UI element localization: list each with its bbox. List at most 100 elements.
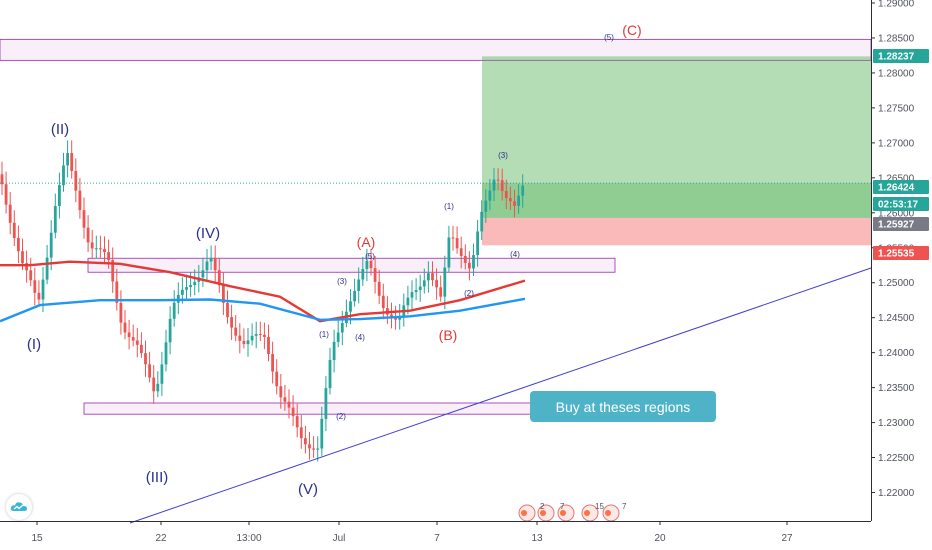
wave-label: (1): [444, 202, 454, 211]
event-count-label: 7: [560, 502, 565, 511]
wave-label: (3): [337, 277, 347, 286]
candle-body: [205, 261, 209, 271]
time-tick-label: Jul: [333, 533, 346, 544]
candle-body: [406, 297, 410, 306]
time-tick-label: 13:00: [236, 533, 261, 544]
ma-slow-line: [0, 297, 526, 323]
candle-body: [99, 248, 102, 250]
wave-label: (II): [51, 121, 69, 138]
wave-label: (III): [146, 469, 169, 486]
price-tick-label: 1.24500: [878, 313, 915, 324]
candle-body: [422, 280, 426, 287]
candle-body: [361, 269, 365, 280]
candle-body: [25, 263, 28, 271]
candle-body: [127, 332, 131, 338]
time-tick-label: 27: [781, 533, 793, 544]
candle-body: [193, 281, 197, 286]
candle-body: [312, 448, 315, 450]
candle-body: [353, 290, 356, 302]
time-tick-label: 20: [654, 533, 666, 544]
candle-body: [12, 222, 16, 239]
wave-label: (I): [27, 336, 41, 353]
candle-body: [447, 237, 451, 268]
candle-body: [0, 174, 4, 185]
candle-body: [373, 268, 377, 282]
candle-body: [394, 317, 397, 320]
price-tick-label: 1.23000: [878, 418, 915, 429]
candle-body: [140, 344, 143, 354]
candle-body: [275, 371, 279, 387]
support-zone-middle: [87, 257, 616, 273]
candle-body: [70, 153, 74, 171]
price-tick-label: 1.27500: [878, 103, 915, 114]
price-tag-label: 02:53:17: [878, 200, 918, 211]
candle-body: [53, 206, 57, 233]
time-tick-label: 13: [531, 533, 543, 544]
candle-body: [513, 201, 516, 206]
price-tick-label: 1.26500: [878, 173, 915, 184]
price-tick-label: 1.28000: [878, 68, 915, 79]
candle-body: [33, 280, 37, 293]
event-flag-dot: [540, 510, 546, 516]
price-tick-label: 1.28500: [878, 33, 915, 44]
candle-body: [148, 364, 151, 378]
candle-body: [267, 336, 270, 355]
price-tick-label: 1.22000: [878, 488, 915, 499]
candle-body: [213, 257, 217, 271]
price-tick-label: 1.26000: [878, 208, 915, 219]
candle-body: [492, 179, 496, 191]
candle-body: [488, 190, 492, 201]
candle-body: [21, 251, 24, 264]
candle-body: [86, 227, 90, 243]
candle-body: [320, 418, 324, 449]
candle-body: [246, 340, 250, 345]
candle-body: [189, 285, 192, 288]
ma-fast-line: [0, 260, 526, 323]
tradingview-cloud-icon[interactable]: [6, 494, 32, 520]
price-tick-label: 1.25000: [878, 278, 915, 289]
wave-label: (A): [357, 234, 376, 250]
candle-body: [484, 200, 488, 212]
candle-body: [94, 248, 98, 250]
price-tag-label: 1.26424: [878, 183, 915, 194]
candle-body: [463, 256, 467, 263]
time-tick-label: 22: [155, 533, 167, 544]
time-tick-label: 15: [31, 533, 43, 544]
wave-label: (2): [336, 412, 346, 421]
price-tag-label: 1.25927: [878, 220, 915, 231]
event-flag-dot: [584, 510, 590, 516]
candle-body: [349, 301, 352, 312]
candle-body: [365, 260, 369, 270]
candle-body: [283, 397, 287, 402]
candle-body: [451, 237, 455, 239]
candle-body: [324, 388, 328, 419]
wave-label: (4): [355, 333, 365, 342]
candle-body: [222, 285, 225, 303]
candle-body: [131, 337, 135, 341]
candle-body: [226, 302, 229, 318]
price-tag: [873, 217, 929, 231]
candle-body: [435, 280, 438, 288]
event-flag-dot: [521, 510, 527, 516]
candle-body: [135, 340, 139, 345]
candle-body: [217, 270, 221, 286]
candle-body: [242, 340, 246, 345]
candle-body: [250, 335, 254, 341]
candle-body: [263, 334, 266, 337]
candle-body: [517, 195, 520, 206]
candle-body: [152, 377, 156, 392]
candle-body: [111, 260, 115, 282]
candle-body: [62, 165, 65, 186]
candle-body: [185, 287, 188, 290]
candle-body: [119, 302, 123, 323]
candle-body: [123, 322, 127, 333]
candle-body: [45, 257, 49, 280]
candle-body: [168, 318, 172, 343]
price-tick-label: 1.22500: [878, 453, 915, 464]
candle-body: [17, 238, 20, 252]
candle-body: [455, 238, 459, 249]
candle-body: [427, 273, 430, 281]
price-tick-label: 1.24000: [878, 348, 915, 359]
rising-trendline: [129, 267, 872, 524]
